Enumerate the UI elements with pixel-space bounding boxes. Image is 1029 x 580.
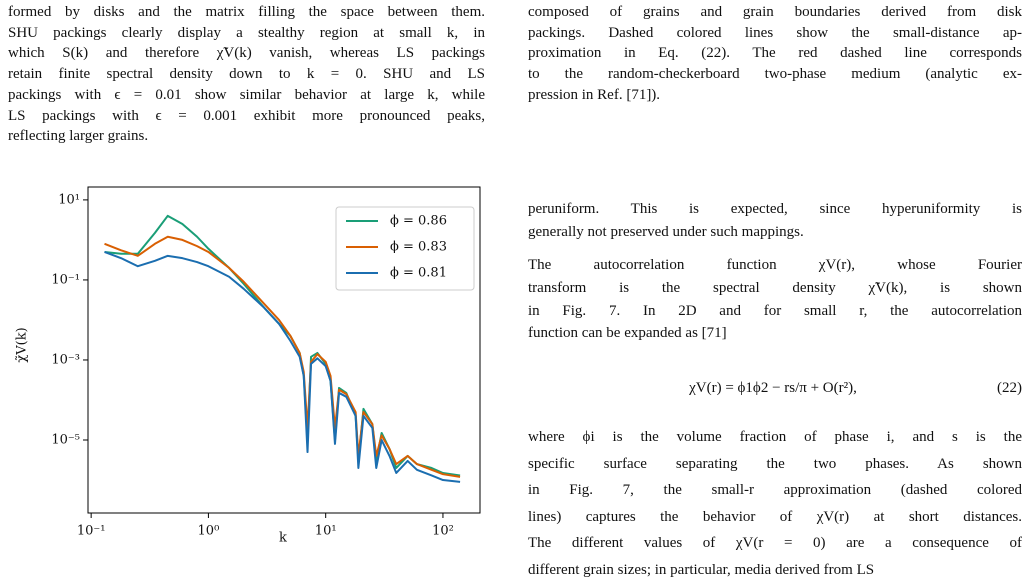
caption-line: pression in Ref. [71]).: [528, 86, 661, 103]
text-line: The autocorrelation function χV(r), whos…: [528, 257, 1022, 273]
x-tick-label: 10⁻¹: [77, 524, 106, 539]
chart: k χ̃V(k) 10⁻¹ 10⁰ 10¹ 10² 10⁻⁵ 10⁻³ 10⁻¹ 10¹ ϕ =…: [15, 186, 481, 546]
text-line: specific surface separating the two phas…: [528, 455, 1022, 472]
caption-line: proximation in Eq. (22). The red dashed …: [528, 45, 1022, 62]
caption-line: to the random-checkerboard two-phase med…: [528, 66, 1022, 83]
y-tick-label: 10⁻¹: [51, 272, 80, 287]
text-line: retain finite spectral density down to k…: [8, 66, 485, 83]
legend-label: ϕ = 0.81: [390, 266, 447, 281]
text-line: peruniform. This is expected, since hype…: [528, 201, 1022, 217]
y-tick-label: 10¹: [58, 192, 80, 207]
text-line: different grain sizes; in particular, me…: [528, 562, 875, 578]
x-axis-label: k: [279, 531, 287, 546]
text-line: generally not preserved under such mappi…: [528, 223, 804, 240]
text-line: in Fig. 7. In 2D and for small r, the au…: [528, 302, 1022, 319]
legend-label: ϕ = 0.86: [390, 214, 447, 229]
text-line: packings with ϵ = 0.01 show similar beha…: [8, 86, 485, 103]
caption-line: composed of grains and grain boundaries …: [528, 4, 1022, 20]
text-line: lines) captures the behavior of χV(r) at…: [528, 508, 1022, 525]
equation: χV(r) = ϕ1ϕ2 − rs/π + O(r²),: [689, 380, 857, 396]
text-line: The different values of χV(r = 0) are a …: [528, 535, 1022, 552]
x-tick-label: 10²: [432, 524, 454, 539]
text-line: where ϕi is the volume fraction of phase…: [528, 429, 1022, 445]
equation-number: (22): [997, 380, 1022, 396]
legend-box: [335, 206, 475, 291]
text-line: in Fig. 7, the small-r approximation (da…: [528, 482, 1022, 499]
text-line: transform is the spectral density χ̃V(k)…: [528, 279, 1022, 296]
x-tick-label: 10⁰: [198, 524, 220, 539]
text-line: SHU packings clearly display a stealthy …: [8, 24, 485, 41]
y-tick-label: 10⁻³: [51, 352, 80, 367]
text-line: which S(k) and therefore χ̃V(k) vanish, …: [8, 45, 485, 62]
legend-label: ϕ = 0.83: [390, 240, 447, 255]
y-tick-label: 10⁻⁵: [51, 433, 80, 448]
text-line: function can be expanded as [71]: [528, 325, 727, 342]
y-axis-label: χ̃V(k): [15, 327, 30, 362]
series-line: [104, 251, 461, 483]
caption-line: packings. Dashed colored lines show the …: [528, 24, 1022, 41]
text-line: formed by disks and the matrix filling t…: [8, 4, 485, 20]
x-tick-label: 10¹: [315, 524, 337, 539]
plot-frame: [87, 186, 481, 514]
text-line: reflecting larger grains.: [8, 128, 149, 145]
text-line: LS packings with ϵ = 0.001 exhibit more …: [8, 107, 485, 124]
series-line: [104, 235, 461, 478]
